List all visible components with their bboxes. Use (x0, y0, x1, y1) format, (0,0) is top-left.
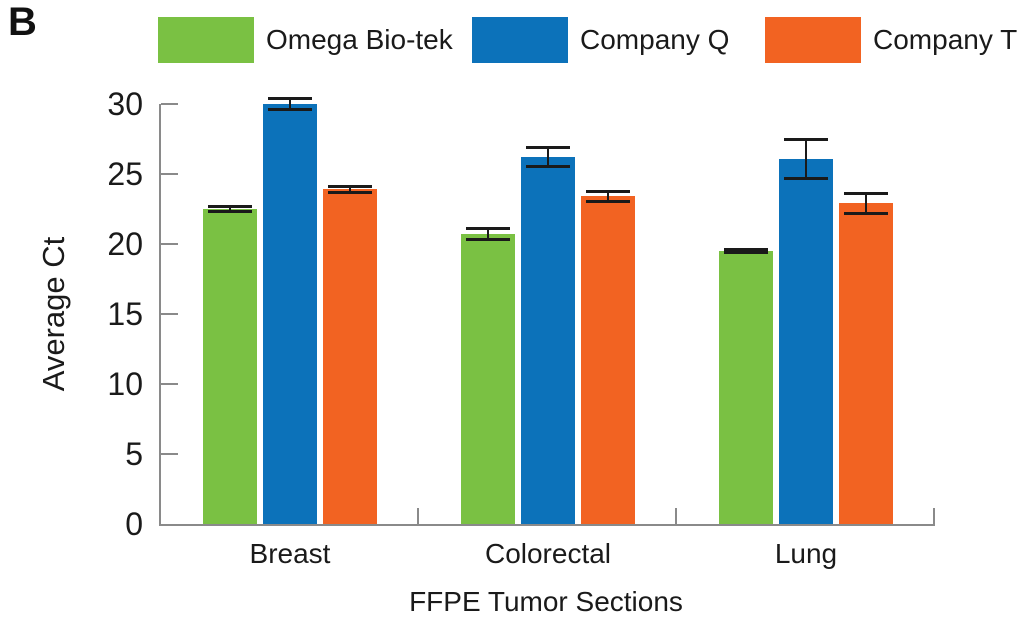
error-bar-cap-bottom (784, 176, 828, 180)
error-bar-cap-bottom (268, 107, 312, 111)
y-tick-label: 25 (107, 156, 143, 192)
error-bar-cap-bottom (586, 199, 630, 203)
y-tick (161, 313, 178, 315)
error-bar-cap-top (526, 146, 570, 150)
y-tick-label: 20 (107, 226, 143, 262)
error-bar-stem (289, 99, 291, 109)
bar-omega-bio-tek-lung (719, 251, 773, 524)
error-bar-cap-top (466, 227, 510, 231)
y-tick (161, 243, 178, 245)
y-tick-label: 10 (107, 366, 143, 402)
y-tick-label: 5 (125, 436, 143, 472)
error-bar-cap-top (724, 247, 768, 251)
x-axis-title: FFPE Tumor Sections (409, 586, 683, 617)
y-tick (161, 383, 178, 385)
error-bar-stem (547, 148, 549, 167)
legend-swatch-blue (472, 17, 568, 63)
error-bar-cap-bottom (844, 212, 888, 216)
y-tick-label: 15 (107, 296, 143, 332)
error-bar-cap-top (844, 191, 888, 195)
legend-label-omega-bio-tek: Omega Bio-tek (266, 24, 453, 55)
error-bar-stem (487, 229, 489, 240)
error-bar-stem (229, 206, 231, 212)
y-tick (161, 103, 178, 105)
bar-company-t-lung (839, 203, 893, 524)
y-axis-title: Average Ct (36, 236, 71, 392)
legend-item-company-t: Company T (765, 17, 1017, 63)
error-bar-cap-bottom (724, 251, 768, 255)
error-bar-stem (865, 193, 867, 214)
legend: Omega Bio-tek Company Q Company T (0, 0, 1024, 70)
y-tick (161, 453, 178, 455)
legend-item-company-q: Company Q (472, 17, 729, 63)
error-bar-cap-top (586, 190, 630, 194)
x-boundary-tick (933, 508, 935, 524)
error-bar-cap-bottom (466, 238, 510, 242)
legend-label-company-t: Company T (873, 24, 1018, 55)
x-boundary-tick (417, 508, 419, 524)
bar-company-q-colorectal (521, 157, 575, 524)
bar-company-q-lung (779, 158, 833, 524)
error-bar-cap-bottom (208, 210, 252, 214)
bar-omega-bio-tek-breast (203, 209, 257, 524)
error-bar-cap-top (784, 137, 828, 141)
legend-swatch-green (158, 17, 254, 63)
error-bar-cap-top (268, 97, 312, 101)
y-tick-label: 30 (107, 86, 143, 122)
legend-label-company-q: Company Q (580, 24, 730, 55)
bar-company-q-breast (263, 104, 317, 524)
legend-swatch-orange (765, 17, 861, 63)
x-category-label-colorectal: Colorectal (484, 538, 612, 569)
error-bar-cap-bottom (526, 165, 570, 169)
plot-area: 0 5 10 15 20 25 30 Breast Colorectal Lung (107, 86, 935, 569)
x-boundary-tick (675, 508, 677, 524)
error-bar-stem (349, 187, 351, 192)
bar-company-t-breast (323, 189, 377, 524)
legend-item-omega-bio-tek: Omega Bio-tek (158, 17, 453, 63)
bar-company-t-colorectal (581, 196, 635, 524)
error-bar-cap-top (208, 204, 252, 208)
error-bar-stem (805, 139, 807, 178)
error-bar-stem (745, 249, 747, 253)
error-bar-cap-bottom (328, 190, 372, 194)
y-tick (161, 173, 178, 175)
x-category-label-lung: Lung (774, 538, 838, 569)
y-tick-label: 0 (125, 506, 143, 542)
bar-omega-bio-tek-colorectal (461, 234, 515, 524)
x-category-label-breast: Breast (249, 538, 331, 569)
error-bar-cap-top (328, 185, 372, 189)
panel-label: B (8, 0, 37, 44)
error-bar-stem (607, 192, 609, 201)
